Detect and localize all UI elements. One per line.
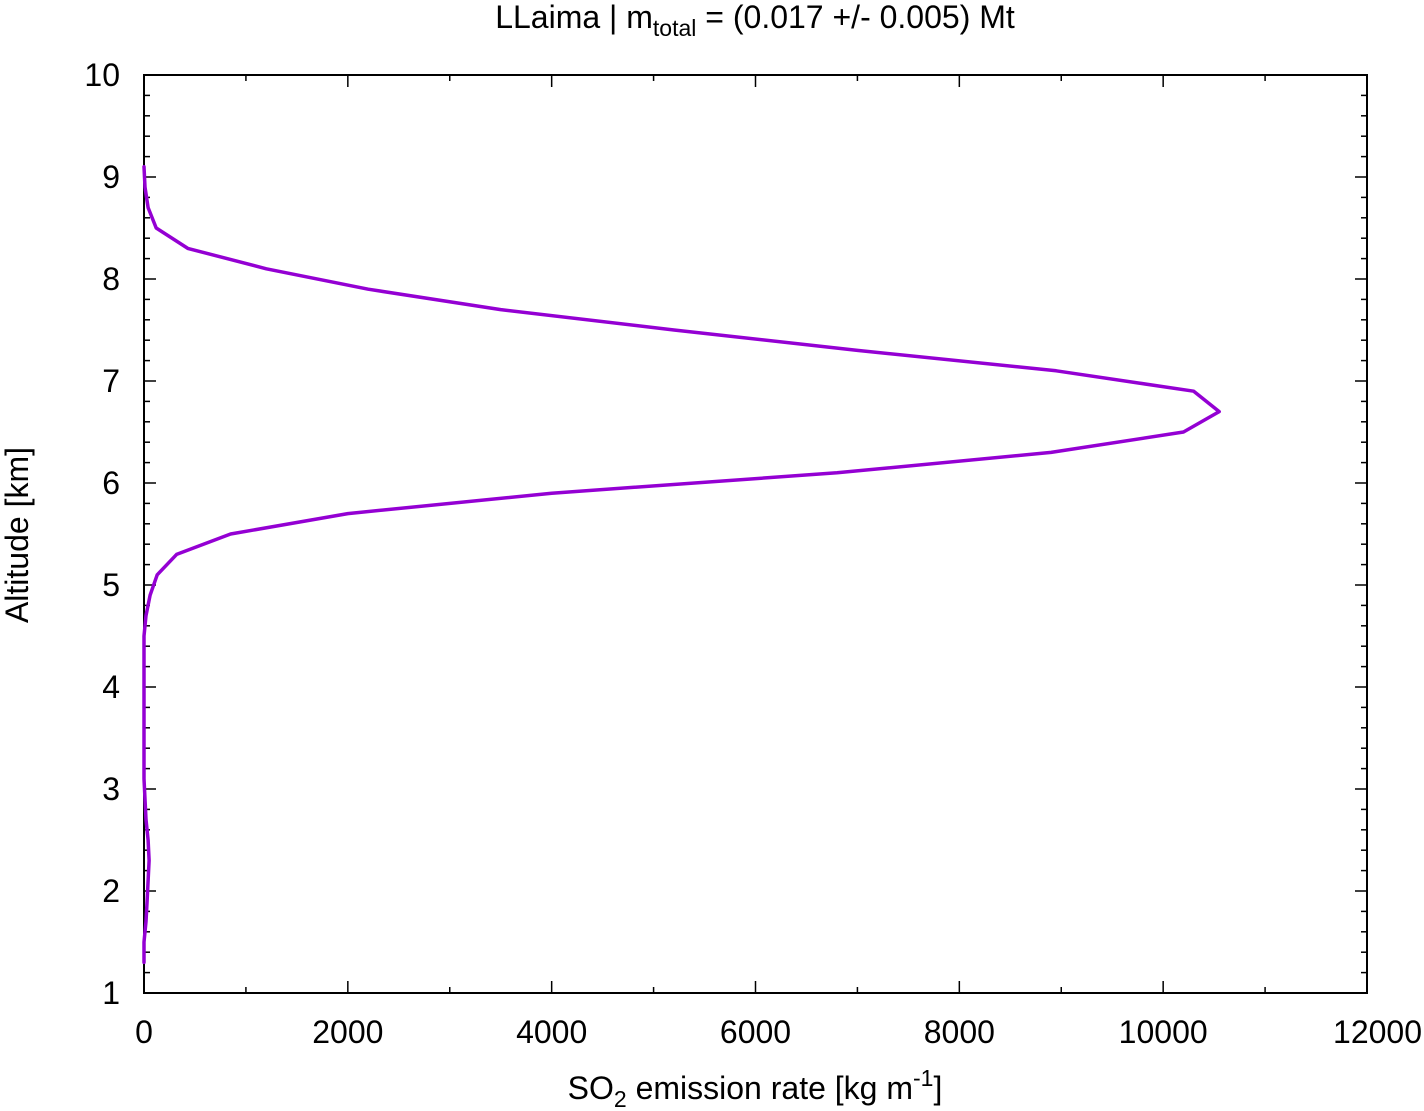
x-tick-label: 0: [135, 1014, 153, 1050]
x-tick-label: 10000: [1119, 1014, 1208, 1050]
x-axis-tick-labels: 0 2000 4000 6000 8000 10000 12000: [135, 1014, 1422, 1050]
y-axis-tick-labels: 1 2 3 4 5 6 7 8 9 10: [84, 57, 120, 1011]
y-tick-label: 9: [102, 159, 120, 195]
y-tick-label: 8: [102, 261, 120, 297]
series-line: [142, 165, 1221, 965]
x-tick-label: 12000: [1333, 1014, 1422, 1050]
y-tick-label: 3: [102, 771, 120, 807]
x-tick-label: 6000: [720, 1014, 791, 1050]
y-tick-label: 10: [84, 57, 120, 93]
x-axis-title-middle: emission rate [kg m: [627, 1070, 913, 1106]
y-tick-label: 2: [102, 873, 120, 909]
x-tick-label: 8000: [924, 1014, 995, 1050]
y-tick-label: 5: [102, 567, 120, 603]
x-axis-title-suffix: ]: [933, 1070, 942, 1106]
y-tick-label: 6: [102, 465, 120, 501]
y-tick-label: 4: [102, 669, 120, 705]
x-axis-title-subscript: 2: [614, 1086, 627, 1111]
chart-title-prefix: LLaima | m: [495, 0, 653, 35]
y-tick-label: 7: [102, 363, 120, 399]
x-axis-title-superscript: -1: [913, 1065, 933, 1091]
x-axis-title: SO2 emission rate [kg m-1]: [568, 1065, 943, 1111]
x-tick-label: 2000: [312, 1014, 383, 1050]
chart-title: LLaima | mtotal = (0.017 +/- 0.005) Mt: [495, 0, 1015, 41]
chart-title-subscript: total: [653, 15, 696, 41]
x-tick-label: 4000: [516, 1014, 587, 1050]
y-tick-label: 1: [102, 975, 120, 1011]
y-axis-title: Altitude [km]: [0, 447, 35, 623]
chart-title-suffix: = (0.017 +/- 0.005) Mt: [696, 0, 1015, 35]
x-axis-title-prefix: SO: [568, 1070, 614, 1106]
series-layer: [142, 165, 1221, 965]
x-axis-ticks: [143, 75, 1368, 993]
